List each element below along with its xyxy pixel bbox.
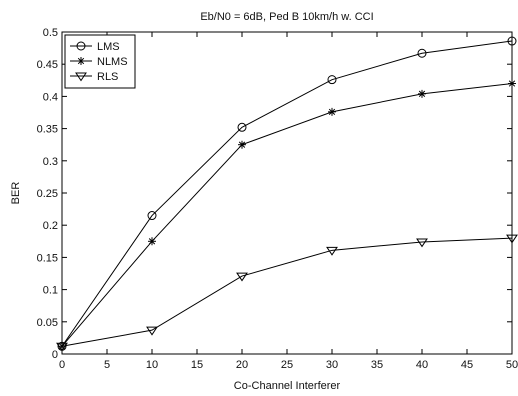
legend-label: RLS: [97, 71, 118, 83]
y-tick-label: 0.15: [37, 252, 58, 264]
data-point-rls: [56, 342, 68, 352]
data-point-rls: [416, 238, 428, 248]
x-axis: 0 5 10 15 20 25 30 35 40 45 50: [59, 32, 518, 371]
x-tick-label: 15: [191, 359, 203, 371]
legend-marker-nlms: [77, 57, 85, 65]
data-point-rls: [326, 246, 338, 256]
y-tick-label: 0: [52, 349, 58, 361]
x-tick-label: 45: [461, 359, 473, 371]
legend-item-lms: LMS: [70, 41, 120, 53]
legend-marker-rls: [75, 72, 87, 82]
data-point-lms: [507, 36, 517, 46]
y-axis-label: BER: [10, 182, 22, 205]
y-tick-label: 0.45: [37, 59, 58, 71]
series-group: [56, 36, 518, 352]
x-axis-label: Co-Channel Interferer: [234, 380, 341, 392]
y-tick-label: 0.1: [43, 285, 58, 297]
data-point-rls: [506, 234, 518, 244]
y-tick-label: 0.2: [43, 220, 58, 232]
y-axis: 0 0.05 0.1 0.15 0.2 0.25 0.3 0.35 0.4 0.45 0.5: [37, 27, 512, 361]
series-line-nlms: [61, 83, 513, 347]
data-point-nlms: [238, 140, 246, 149]
legend-marker-lms: [76, 41, 86, 51]
data-point-nlms: [328, 107, 336, 116]
series-line-lms: [61, 40, 513, 347]
y-tick-label: 0.25: [37, 188, 58, 200]
legend-label: LMS: [97, 41, 120, 53]
legend-item-rls: RLS: [70, 71, 118, 83]
y-tick-label: 0.35: [37, 124, 58, 136]
data-point-nlms: [148, 237, 156, 246]
x-tick-label: 30: [326, 359, 338, 371]
series-line-rls: [61, 237, 513, 347]
legend: LMS NLMS RLS: [64, 34, 136, 89]
y-tick-label: 0.05: [37, 317, 58, 329]
legend-item-nlms: NLMS: [70, 56, 128, 68]
x-tick-label: 35: [371, 359, 383, 371]
data-point-lms: [327, 75, 337, 85]
y-tick-label: 0.5: [43, 27, 58, 39]
x-tick-label: 10: [146, 359, 158, 371]
x-tick-label: 40: [416, 359, 428, 371]
data-point-rls: [236, 272, 248, 282]
data-point-nlms: [418, 89, 426, 98]
legend-label: NLMS: [97, 56, 128, 68]
series-nlms: [58, 79, 516, 351]
data-point-lms: [417, 48, 427, 58]
data-point-rls: [146, 326, 158, 336]
y-tick-label: 0.4: [43, 91, 58, 103]
x-tick-label: 50: [506, 359, 518, 371]
y-tick-label: 0.3: [43, 156, 58, 168]
x-tick-label: 0: [59, 359, 65, 371]
x-tick-label: 25: [281, 359, 293, 371]
series-rls: [56, 234, 518, 352]
x-tick-label: 20: [236, 359, 248, 371]
data-point-lms: [147, 211, 157, 221]
chart-title: Eb/N0 = 6dB, Ped B 10km/h w. CCI: [200, 11, 373, 23]
data-point-lms: [237, 122, 247, 132]
data-point-nlms: [508, 79, 516, 88]
x-tick-label: 5: [104, 359, 110, 371]
